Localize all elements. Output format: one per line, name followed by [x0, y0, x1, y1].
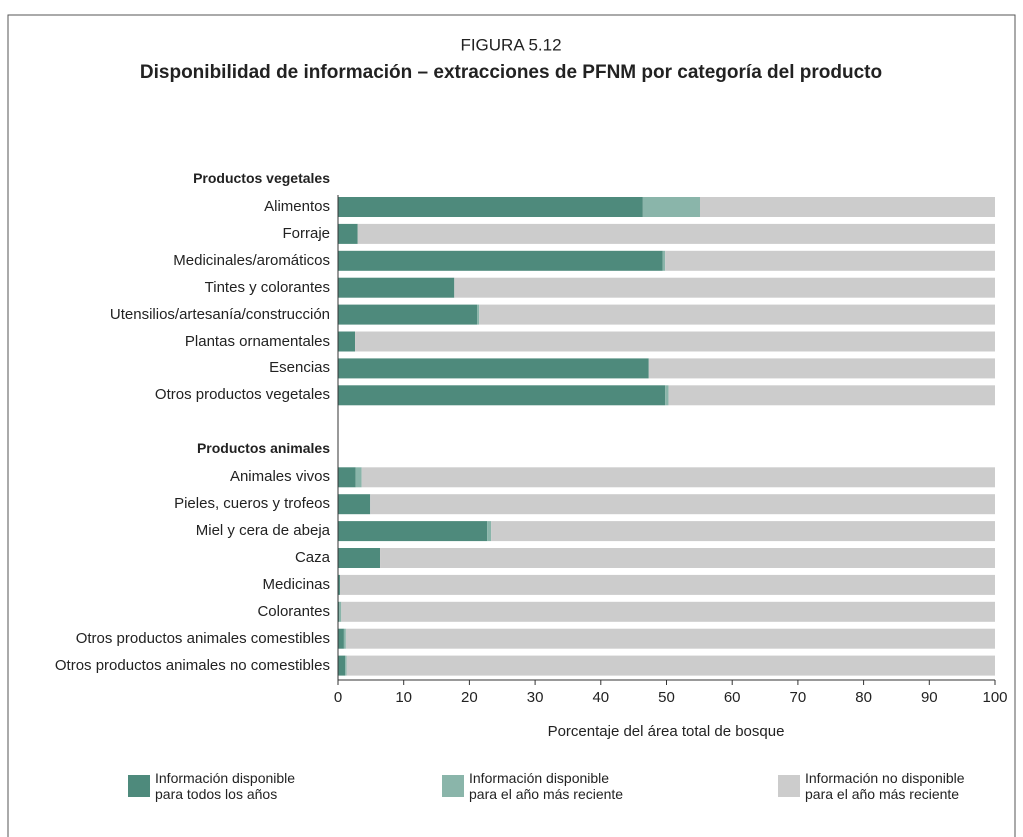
bar-segment — [341, 601, 995, 622]
bar-segment — [355, 467, 362, 488]
bar-segment — [338, 548, 381, 568]
bar-segment — [339, 574, 995, 595]
bar-segment — [479, 304, 995, 325]
y-tick-label: Animales vivos — [229, 468, 330, 486]
legend-label: Información disponible para todos los añ… — [155, 770, 296, 802]
y-tick-label: Otros productos animales comestibles — [75, 629, 330, 647]
chart-title: Disponibilidad de información – extracci… — [140, 62, 882, 83]
bar-segment — [339, 601, 342, 622]
y-tick-label: Medicinales/aromáticos — [173, 251, 330, 269]
y-tick-label: Caza — [294, 549, 330, 566]
group-header: Productos vegetales — [193, 170, 330, 186]
bar-segment — [491, 521, 995, 542]
bar-segment — [343, 628, 346, 649]
bar-segment — [338, 277, 455, 298]
bar-segment — [648, 358, 995, 379]
bar-segment — [338, 304, 478, 325]
legend-swatch — [778, 775, 800, 797]
bar-segment — [338, 331, 356, 352]
y-tick-label: Medicinas — [262, 575, 330, 593]
figure-label: FIGURA 5.12 — [460, 35, 561, 54]
bar-segment — [662, 250, 666, 271]
bar-segment — [487, 521, 492, 542]
x-tick-label: 30 — [527, 689, 544, 706]
bar-segment — [338, 385, 666, 406]
bar-segment — [477, 304, 480, 325]
bar-segment — [642, 197, 701, 217]
x-tick-label: 0 — [334, 689, 342, 706]
x-tick-label: 40 — [592, 689, 609, 706]
bar-segment — [380, 548, 996, 568]
bar-segment — [370, 494, 995, 515]
bar-segment — [338, 358, 649, 379]
bar-segment — [338, 628, 344, 649]
bar-segment — [700, 197, 995, 217]
bar-segment — [338, 250, 663, 271]
frame — [7, 14, 1016, 837]
legend-label: Información no disponible para el año má… — [805, 770, 965, 802]
y-tick-label: Alimentos — [264, 198, 330, 215]
bar-segment — [338, 494, 371, 515]
group-header: Productos animales — [196, 440, 330, 457]
y-tick-label: Miel y cera de abeja — [195, 522, 330, 540]
bar-segment — [355, 331, 995, 352]
y-tick-label: Colorantes — [257, 602, 330, 620]
bar-segment — [338, 223, 358, 244]
bar-segment — [357, 223, 996, 244]
x-tick-label: 10 — [395, 689, 412, 706]
legend-label: Información disponible para el año más r… — [469, 770, 624, 802]
y-tick-label: Plantas ornamentales — [184, 332, 330, 350]
bar-segment — [338, 601, 340, 622]
legend-swatch — [442, 775, 464, 797]
bar-segment — [338, 574, 340, 595]
x-tick-label: 60 — [724, 689, 741, 706]
y-tick-label: Forraje — [282, 224, 330, 242]
bar-segment — [361, 467, 996, 488]
x-tick-label: 90 — [921, 689, 938, 706]
bar-segment — [665, 385, 669, 406]
x-tick-label: 20 — [461, 689, 478, 706]
bar-segment — [338, 655, 346, 676]
y-tick-label: Otros productos animales no comestibles — [54, 656, 330, 674]
y-tick-label: Tintes y colorantes — [204, 278, 330, 296]
legend-swatch — [128, 775, 150, 797]
y-tick-label: Pieles, cueros y trofeos — [174, 495, 330, 513]
bar-segment — [345, 628, 995, 649]
x-tick-label: 70 — [790, 689, 807, 706]
bar-segment — [346, 655, 995, 676]
bar-segment — [338, 197, 643, 217]
bar-segment — [338, 467, 356, 488]
bar-segment — [454, 277, 995, 298]
x-tick-label: 80 — [855, 689, 872, 706]
x-tick-label: 100 — [982, 689, 1007, 706]
bar-segment — [345, 655, 347, 676]
x-tick-label: 50 — [658, 689, 675, 706]
bar-segment — [668, 385, 995, 406]
x-axis-title: Porcentaje del área total de bosque — [548, 723, 785, 740]
y-tick-label: Otros productos vegetales — [154, 386, 330, 404]
y-tick-label: Utensilios/artesanía/construcción — [109, 305, 330, 323]
bar-segment — [665, 250, 995, 271]
y-tick-label: Esencias — [269, 359, 330, 377]
bar-segment — [338, 521, 488, 542]
